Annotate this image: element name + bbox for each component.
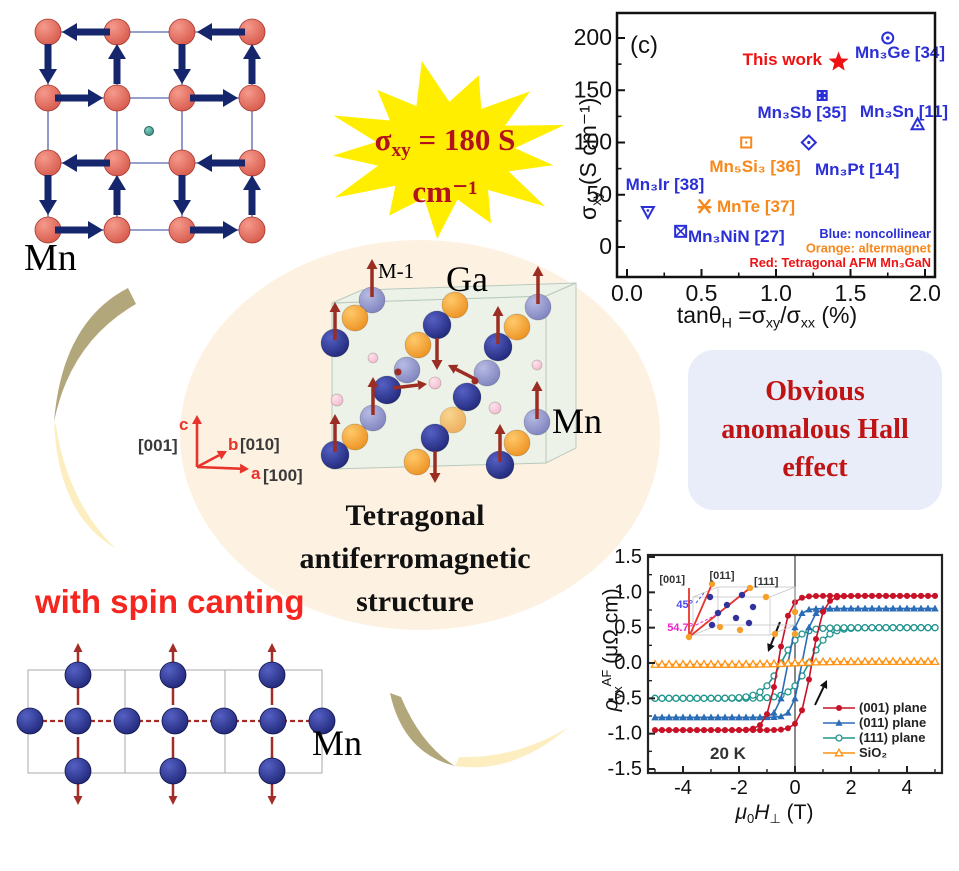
scatter-point (828, 51, 849, 71)
hysteresis-x-tick: -4 (674, 777, 692, 799)
hall-line3: effect (782, 452, 848, 483)
scatter-y-tick: 0 (599, 233, 612, 259)
scatter-x-tick: 2.0 (909, 280, 941, 306)
hysteresis-y-tick: -1.5 (608, 758, 642, 780)
crystal-structure-3d (180, 240, 660, 630)
mn-spin-lattice (34, 18, 266, 244)
scatter-point (881, 31, 895, 45)
starburst-text: σxy = 180 S cm⁻¹ (315, 119, 575, 212)
lattice-mn-label: Mn (24, 237, 77, 279)
scatter-x-tick: 1.5 (835, 280, 867, 306)
spin-canting-title: with spin canting (35, 583, 305, 620)
scatter-point-label: Mn₅Si₃ [36] (709, 157, 800, 176)
scatter-y-tick: 50 (586, 181, 612, 207)
starburst-line2: cm⁻¹ (412, 174, 478, 210)
axis-b-dir: [010] (240, 435, 280, 454)
scatter-legend-item: Orange: altermagnet (806, 241, 932, 256)
hysteresis-y-tick: 1.5 (614, 546, 642, 568)
spin-canting-structure (16, 643, 336, 805)
curved-arrow-bottom (390, 693, 569, 768)
interstitial-atom (144, 126, 154, 136)
inset-direction-label: [001] (659, 574, 685, 586)
hall-hysteresis-chart: -4 -2 0 2 4 1.5 1.0 0.5 0.0 -0.5 -1.0 -1.5 20 K (001)… (590, 535, 959, 871)
conductivity-scatter-chart: 0 50 100 150 200 0.0 0.5 1.0 1.5 2.0 (c) This work M… (574, 5, 959, 340)
scatter-point (697, 199, 712, 214)
scatter-point (816, 89, 828, 101)
crystal-atoms (320, 286, 552, 480)
crystal-mn-label: Mn (552, 401, 603, 441)
lattice-spin-arrows (39, 23, 261, 239)
scatter-point (909, 116, 926, 131)
hysteresis-y-tick: 1.0 (614, 581, 642, 603)
spin-arrows (329, 259, 544, 483)
hall-line1: Obvious (765, 376, 865, 407)
hysteresis-curves (650, 592, 940, 734)
hysteresis-y-tick: -1.0 (608, 723, 642, 745)
hysteresis-y-tick: -0.5 (608, 687, 642, 709)
hysteresis-y-tick: 0.0 (614, 652, 642, 674)
crystal-ga-label: Ga (446, 259, 488, 299)
hysteresis-inset: [001] [011] [111] 45° 54.7° (659, 570, 799, 641)
hysteresis-x-tick: -2 (730, 777, 748, 799)
scatter-point-label: Mn₃Ge [34] (855, 43, 945, 62)
hall-line2: anomalous Hall (721, 414, 909, 445)
hysteresis-y-tick: 0.5 (614, 617, 642, 639)
scatter-legend-item: Blue: noncollinear (819, 226, 931, 241)
scatter-point-label: Mn₃Sn [11] (860, 102, 948, 121)
scatter-x-axis-title: tanθH =σxy/σxx (%) (676, 302, 858, 332)
temperature-label: 20 K (710, 744, 747, 763)
hysteresis-legend-item: (111) plane (859, 730, 925, 745)
starburst-shape (332, 60, 565, 239)
inset-direction-label: [011] (709, 570, 734, 582)
inset-direction-label: [111] (754, 576, 779, 588)
scatter-point-label: Mn₃NiN [27] (688, 227, 785, 246)
crystal-m1-label: M-1 (378, 259, 415, 283)
axis-a-dir: [100] (263, 466, 303, 485)
axis-triad: c [001] b [010] a [100] (138, 415, 303, 485)
hysteresis-legend-item: SiO₂ (859, 745, 887, 760)
inset-angle-45: 45° (676, 599, 693, 611)
hysteresis-legend-item: (001) plane (859, 700, 927, 715)
scatter-point (640, 205, 656, 221)
panel-label: (c) (630, 32, 658, 59)
axis-b-label: b (228, 435, 238, 454)
anomalous-hall-callout: Obvious anomalous Hall effect (688, 350, 942, 510)
scatter-y-tick: 100 (574, 129, 612, 155)
scatter-point-label: Mn₃Pt [14] (815, 160, 899, 179)
curved-arrow-left (54, 288, 136, 548)
axis-a-label: a (251, 464, 261, 483)
hysteresis-y-axis-title: ρyxAF (μΩ cm) (599, 588, 625, 712)
hysteresis-legend-item: (011) plane (859, 715, 926, 730)
hysteresis-x-tick: 2 (845, 777, 856, 799)
scatter-x-tick: 0.5 (686, 280, 718, 306)
scatter-y-tick: 200 (574, 24, 612, 50)
canting-mn-label: Mn (312, 723, 363, 763)
scatter-y-axis-title: σxy (S cm⁻¹) (575, 97, 605, 220)
scatter-x-tick: 0.0 (611, 280, 643, 306)
scatter-legend-item: Red: Tetragonal AFM Mn₃GaN (749, 255, 931, 270)
hysteresis-x-axis-title: μ0H⊥ (T) (735, 801, 814, 827)
scatter-point-label: Mn₃Ir [38] (626, 175, 705, 194)
scatter-point (800, 134, 818, 151)
scatter-point-label: Mn₃Sb [35] (757, 103, 846, 122)
starburst-line1: σxy = 180 S (374, 122, 516, 162)
scatter-point (674, 224, 688, 238)
scatter-point (740, 136, 753, 149)
scatter-x-tick: 1.0 (760, 280, 792, 306)
scatter-point-label: MnTe [37] (717, 197, 795, 216)
structure-title-line2: antiferromagnetic (299, 542, 531, 575)
structure-title-line3: structure (356, 585, 474, 618)
hysteresis-x-tick: 0 (789, 777, 800, 799)
hysteresis-x-tick: 4 (901, 777, 912, 799)
inset-angle-547: 54.7° (667, 622, 693, 634)
scatter-y-tick: 150 (574, 76, 612, 102)
axis-c-dir: [001] (138, 436, 178, 455)
structure-title-line1: Tetragonal (345, 499, 485, 532)
structure-title: Tetragonal antiferromagnetic structure (240, 494, 590, 623)
axis-c-label: c (179, 415, 188, 434)
scatter-point-label: This work (743, 50, 823, 69)
